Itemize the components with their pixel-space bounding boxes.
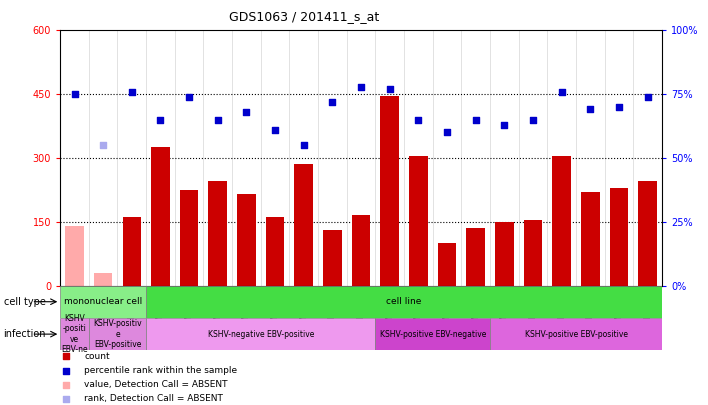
Text: KSHV-positive EBV-negative: KSHV-positive EBV-negative bbox=[379, 330, 486, 339]
Bar bbox=[94, 273, 113, 286]
Text: rank, Detection Call = ABSENT: rank, Detection Call = ABSENT bbox=[84, 394, 223, 403]
Bar bbox=[208, 181, 227, 286]
Bar bbox=[467, 228, 485, 286]
Point bbox=[613, 104, 624, 110]
Text: mononuclear cell: mononuclear cell bbox=[64, 297, 142, 306]
Bar bbox=[180, 190, 198, 286]
Point bbox=[298, 142, 309, 149]
Point bbox=[61, 396, 72, 402]
Point bbox=[413, 117, 424, 123]
Point bbox=[498, 122, 510, 128]
Point bbox=[470, 117, 481, 123]
Bar bbox=[266, 217, 285, 286]
Bar bbox=[495, 222, 514, 286]
Bar bbox=[146, 286, 662, 318]
Text: KSHV-positiv
e
EBV-positive: KSHV-positiv e EBV-positive bbox=[93, 319, 142, 349]
Bar bbox=[352, 215, 370, 286]
Point bbox=[241, 109, 252, 115]
Point bbox=[384, 86, 395, 92]
Point bbox=[98, 142, 109, 149]
Bar bbox=[152, 147, 170, 286]
Point bbox=[61, 367, 72, 374]
Text: KSHV
-positi
ve
EBV-ne: KSHV -positi ve EBV-ne bbox=[61, 314, 88, 354]
Text: GDS1063 / 201411_s_at: GDS1063 / 201411_s_at bbox=[229, 10, 379, 23]
Text: KSHV-positive EBV-positive: KSHV-positive EBV-positive bbox=[525, 330, 627, 339]
Point bbox=[183, 94, 195, 100]
Point bbox=[270, 127, 281, 133]
Bar bbox=[323, 230, 342, 286]
Point bbox=[327, 98, 338, 105]
Point bbox=[126, 88, 137, 95]
Bar bbox=[295, 164, 313, 286]
Text: count: count bbox=[84, 352, 110, 361]
Bar bbox=[88, 318, 146, 350]
Bar bbox=[65, 226, 84, 286]
Bar bbox=[581, 192, 600, 286]
Text: KSHV-negative EBV-positive: KSHV-negative EBV-positive bbox=[207, 330, 314, 339]
Bar bbox=[60, 286, 146, 318]
Text: cell type: cell type bbox=[4, 297, 45, 307]
Bar bbox=[380, 96, 399, 286]
Point bbox=[556, 88, 567, 95]
Point bbox=[212, 117, 224, 123]
Bar bbox=[438, 243, 457, 286]
Point bbox=[441, 129, 452, 136]
Bar bbox=[237, 194, 256, 286]
Point bbox=[61, 353, 72, 360]
Bar bbox=[490, 318, 662, 350]
Point bbox=[61, 382, 72, 388]
Bar bbox=[146, 318, 375, 350]
Point bbox=[642, 94, 653, 100]
Bar bbox=[552, 156, 571, 286]
Point bbox=[527, 117, 539, 123]
Text: cell line: cell line bbox=[387, 297, 422, 306]
Text: value, Detection Call = ABSENT: value, Detection Call = ABSENT bbox=[84, 380, 228, 389]
Bar bbox=[409, 156, 428, 286]
Point bbox=[69, 91, 80, 98]
Bar bbox=[610, 188, 628, 286]
Text: percentile rank within the sample: percentile rank within the sample bbox=[84, 366, 237, 375]
Bar bbox=[375, 318, 490, 350]
Bar bbox=[524, 220, 542, 286]
Text: infection: infection bbox=[4, 329, 46, 339]
Bar bbox=[122, 217, 141, 286]
Bar bbox=[60, 318, 88, 350]
Bar bbox=[639, 181, 657, 286]
Point bbox=[155, 117, 166, 123]
Point bbox=[585, 106, 596, 113]
Point bbox=[355, 83, 367, 90]
